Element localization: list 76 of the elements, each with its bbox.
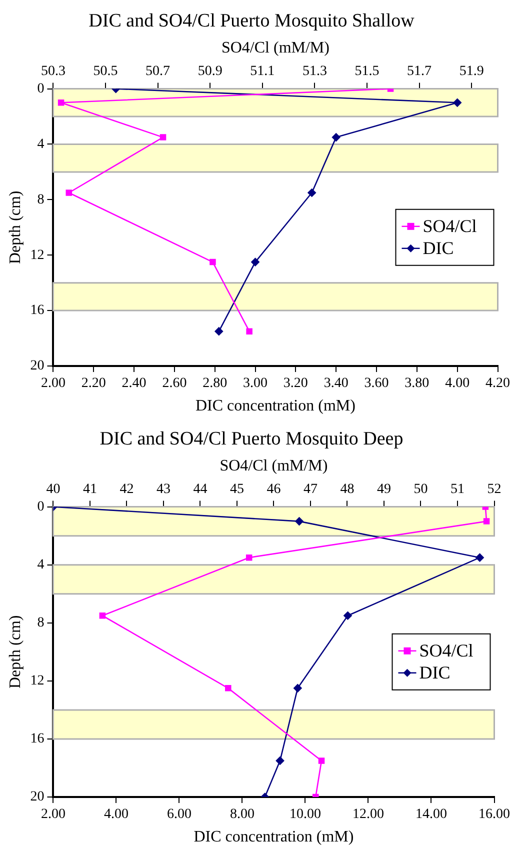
- point: [344, 611, 352, 620]
- point: [308, 188, 316, 197]
- x-axis-title: DIC concentration (mM): [194, 828, 354, 846]
- point: [453, 98, 462, 107]
- point: [294, 684, 302, 692]
- point: [276, 756, 284, 765]
- x-tick-label: 6.00: [166, 807, 192, 822]
- x-tick-label: 8.00: [230, 807, 254, 822]
- y-tick-label: 16: [30, 732, 44, 747]
- x-tick-label: 4.00: [445, 376, 470, 392]
- x-axis-title: DIC concentration (mM): [196, 398, 356, 415]
- x2-axis-title: SO4/Cl (mM/M): [220, 458, 328, 475]
- x2-tick-label: 50.5: [93, 64, 118, 80]
- x2-tick-label: 50.7: [146, 64, 170, 80]
- x-tick-label: 2.80: [202, 376, 228, 392]
- chart-title: DIC and SO4/Cl Puerto Mosquito Deep: [100, 428, 404, 450]
- x2-tick-label: 51.7: [407, 64, 432, 80]
- x-tick-label: 2.60: [162, 376, 187, 392]
- x2-tick-label: 51.9: [459, 64, 484, 80]
- y-tick-label: 0: [37, 81, 44, 96]
- x-tick-label: 4.00: [104, 807, 128, 822]
- x2-tick-label: 41: [82, 482, 97, 498]
- x2-tick-label: 40: [46, 482, 60, 498]
- y-tick-label: 12: [30, 248, 44, 263]
- point: [332, 133, 340, 142]
- y-axis-title: Depth (cm): [6, 190, 24, 264]
- y-tick-label: 4: [37, 136, 44, 152]
- x2-tick-label: 49: [376, 482, 391, 498]
- y-tick-label: 12: [30, 674, 44, 689]
- x2-tick-label: 51.3: [302, 64, 327, 80]
- y-tick-label: 8: [37, 192, 44, 208]
- x-tick-label: 2.20: [81, 376, 106, 392]
- point: [251, 258, 260, 266]
- x2-tick-label: 50: [414, 482, 428, 498]
- x2-tick-label: 43: [156, 482, 170, 498]
- y-axis-title: Depth (cm): [6, 615, 24, 689]
- point: [295, 517, 304, 526]
- point: [476, 553, 484, 562]
- x2-tick-label: 48: [340, 482, 354, 498]
- legend-label: SO4/Cl: [419, 640, 474, 661]
- x-tick-label: 10.00: [289, 807, 321, 822]
- legend-label: DIC: [422, 238, 454, 258]
- x-tick-label: 4.20: [486, 376, 510, 392]
- x-tick-label: 3.00: [243, 376, 268, 392]
- legend-label: SO4/Cl: [422, 216, 477, 236]
- y-tick-label: 16: [30, 303, 44, 318]
- y-tick-label: 0: [37, 499, 44, 514]
- x2-tick-label: 52: [487, 482, 502, 498]
- x-tick-label: 3.20: [283, 376, 308, 392]
- y-tick-label: 8: [37, 616, 44, 631]
- x2-tick-label: 50.3: [40, 64, 66, 80]
- x2-tick-label: 44: [193, 482, 208, 498]
- point: [214, 327, 224, 336]
- x2-tick-label: 47: [303, 482, 318, 498]
- x-tick-label: 3.60: [364, 376, 389, 392]
- x-tick-label: 16.00: [478, 807, 510, 822]
- x2-axis-title: SO4/Cl (mM/M): [221, 40, 330, 57]
- x2-tick-label: 51.5: [354, 64, 380, 80]
- x-tick-label: 3.40: [324, 376, 348, 392]
- x-tick-label: 3.80: [404, 376, 430, 392]
- y-tick-label: 20: [30, 358, 44, 374]
- x2-tick-label: 51.1: [250, 64, 275, 80]
- x2-tick-label: 46: [266, 482, 281, 498]
- legend-label: DIC: [419, 662, 450, 683]
- x-tick-label: 2.00: [40, 376, 66, 392]
- x-tick-label: 14.00: [415, 807, 447, 822]
- x2-tick-label: 42: [120, 482, 134, 498]
- x-tick-label: 12.00: [352, 807, 384, 822]
- x2-tick-label: 50.9: [198, 64, 222, 80]
- x2-tick-label: 51: [450, 482, 464, 498]
- x-tick-label: 2.00: [40, 807, 66, 822]
- y-tick-label: 20: [30, 790, 44, 805]
- x2-tick-label: 45: [230, 482, 244, 498]
- chart-title: DIC and SO4/Cl Puerto Mosquito Shallow: [88, 10, 415, 32]
- y-tick-label: 4: [37, 558, 44, 573]
- x-tick-label: 2.40: [122, 376, 146, 392]
